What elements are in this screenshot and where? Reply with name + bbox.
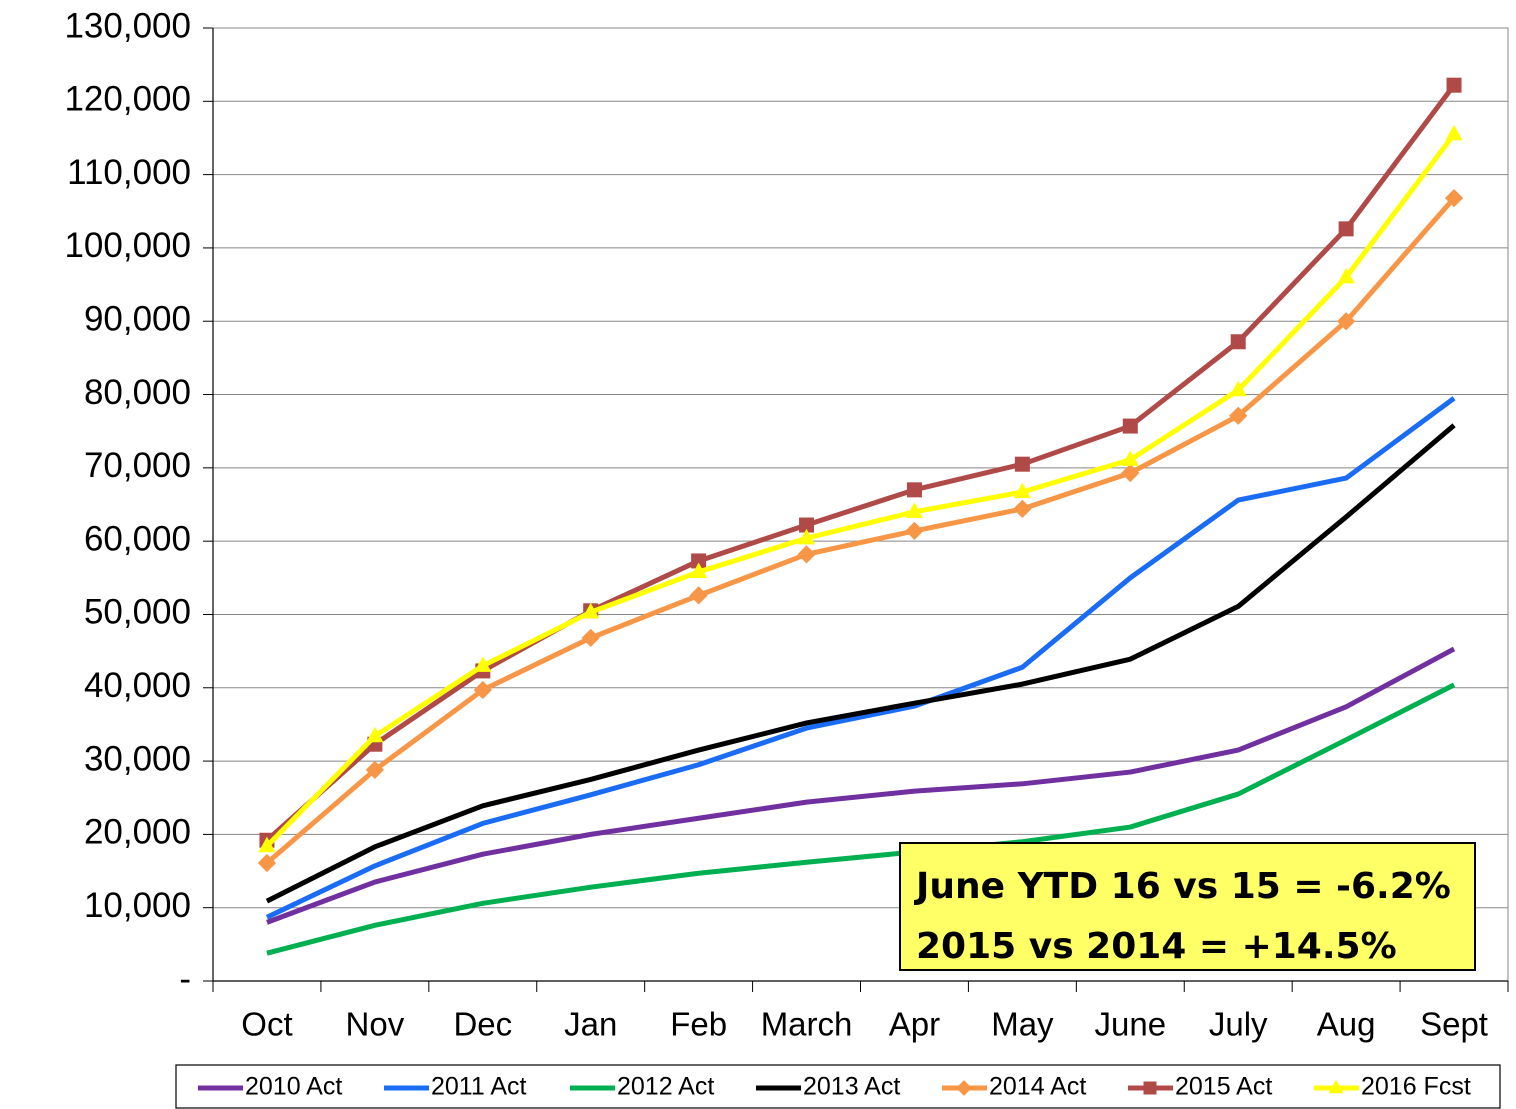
annotation: June YTD 16 vs 15 = -6.2% <box>913 866 1451 907</box>
y-tick-label: 110,000 <box>67 153 191 192</box>
marker <box>1446 77 1462 93</box>
marker <box>1444 188 1464 208</box>
marker <box>473 680 492 700</box>
marker <box>1013 499 1032 519</box>
y-tick-label: 90,000 <box>84 299 191 338</box>
y-tick-label: 30,000 <box>84 739 191 778</box>
legend-label: 2014 Act <box>989 1073 1086 1101</box>
x-tick-label: May <box>991 1006 1054 1043</box>
marker <box>366 726 384 743</box>
marker <box>1229 406 1248 425</box>
legend-label: 2010 Act <box>245 1073 342 1101</box>
legend-label: 2011 Act <box>431 1073 527 1101</box>
series-line <box>266 682 1456 956</box>
marker <box>1122 418 1138 434</box>
legend-label: 2016 Fcst <box>1361 1073 1471 1101</box>
x-tick-label: Apr <box>889 1006 940 1043</box>
marker <box>956 1080 972 1096</box>
series-line <box>265 196 1456 865</box>
marker <box>1230 334 1246 350</box>
annotation: 2015 vs 2014 = +14.5% <box>916 926 1397 967</box>
x-tick-label: Feb <box>670 1006 727 1043</box>
marker <box>365 760 384 779</box>
marker <box>582 602 600 619</box>
x-tick-label: June <box>1095 1006 1167 1043</box>
marker <box>690 562 708 579</box>
marker <box>1229 380 1247 397</box>
marker <box>1121 450 1139 466</box>
marker <box>258 836 276 853</box>
y-tick-label: 120,000 <box>64 80 191 119</box>
series-line <box>266 646 1456 925</box>
y-tick-label: 50,000 <box>84 593 191 632</box>
y-tick-label: 40,000 <box>84 666 191 705</box>
y-tick-label: 10,000 <box>84 886 191 925</box>
marker <box>1014 456 1030 472</box>
marker <box>1445 124 1463 141</box>
marker <box>906 482 922 498</box>
marker <box>1337 312 1356 331</box>
y-tick-label: 80,000 <box>84 373 191 412</box>
marker <box>1328 1079 1344 1094</box>
marker <box>905 502 924 518</box>
x-tick-label: July <box>1209 1006 1268 1043</box>
marker <box>1143 1081 1157 1095</box>
marker <box>581 628 600 648</box>
legend-label: 2013 Act <box>803 1073 900 1101</box>
legend-label: 2015 Act <box>1175 1073 1272 1101</box>
x-tick-label: March <box>761 1006 853 1043</box>
marker <box>689 586 708 605</box>
series-line <box>265 396 1456 920</box>
x-tick-label: Aug <box>1317 1006 1376 1043</box>
y-tick-label: 70,000 <box>84 446 191 485</box>
plot-area <box>213 28 1508 981</box>
marker <box>474 656 492 672</box>
marker <box>1013 482 1031 499</box>
y-tick-label: 100,000 <box>64 226 191 265</box>
x-tick-label: Sept <box>1420 1006 1488 1043</box>
y-tick-label: - <box>179 959 191 998</box>
series-line <box>265 423 1456 904</box>
marker <box>905 521 924 540</box>
marker <box>1337 267 1355 284</box>
x-tick-label: Dec <box>453 1006 512 1043</box>
x-tick-label: Jan <box>564 1006 617 1043</box>
marker <box>797 528 816 545</box>
y-tick-label: 130,000 <box>64 6 191 45</box>
legend-label: 2012 Act <box>617 1073 714 1101</box>
marker <box>1338 221 1354 237</box>
marker <box>1121 463 1140 483</box>
x-tick-label: Nov <box>346 1006 405 1043</box>
y-tick-label: 60,000 <box>84 519 191 558</box>
y-tick-label: 20,000 <box>84 813 191 852</box>
x-tick-label: Oct <box>241 1006 292 1043</box>
series-line <box>265 83 1457 843</box>
series-line <box>265 132 1457 848</box>
marker <box>257 853 277 873</box>
annotation-box <box>899 842 1476 971</box>
marker <box>797 545 816 564</box>
